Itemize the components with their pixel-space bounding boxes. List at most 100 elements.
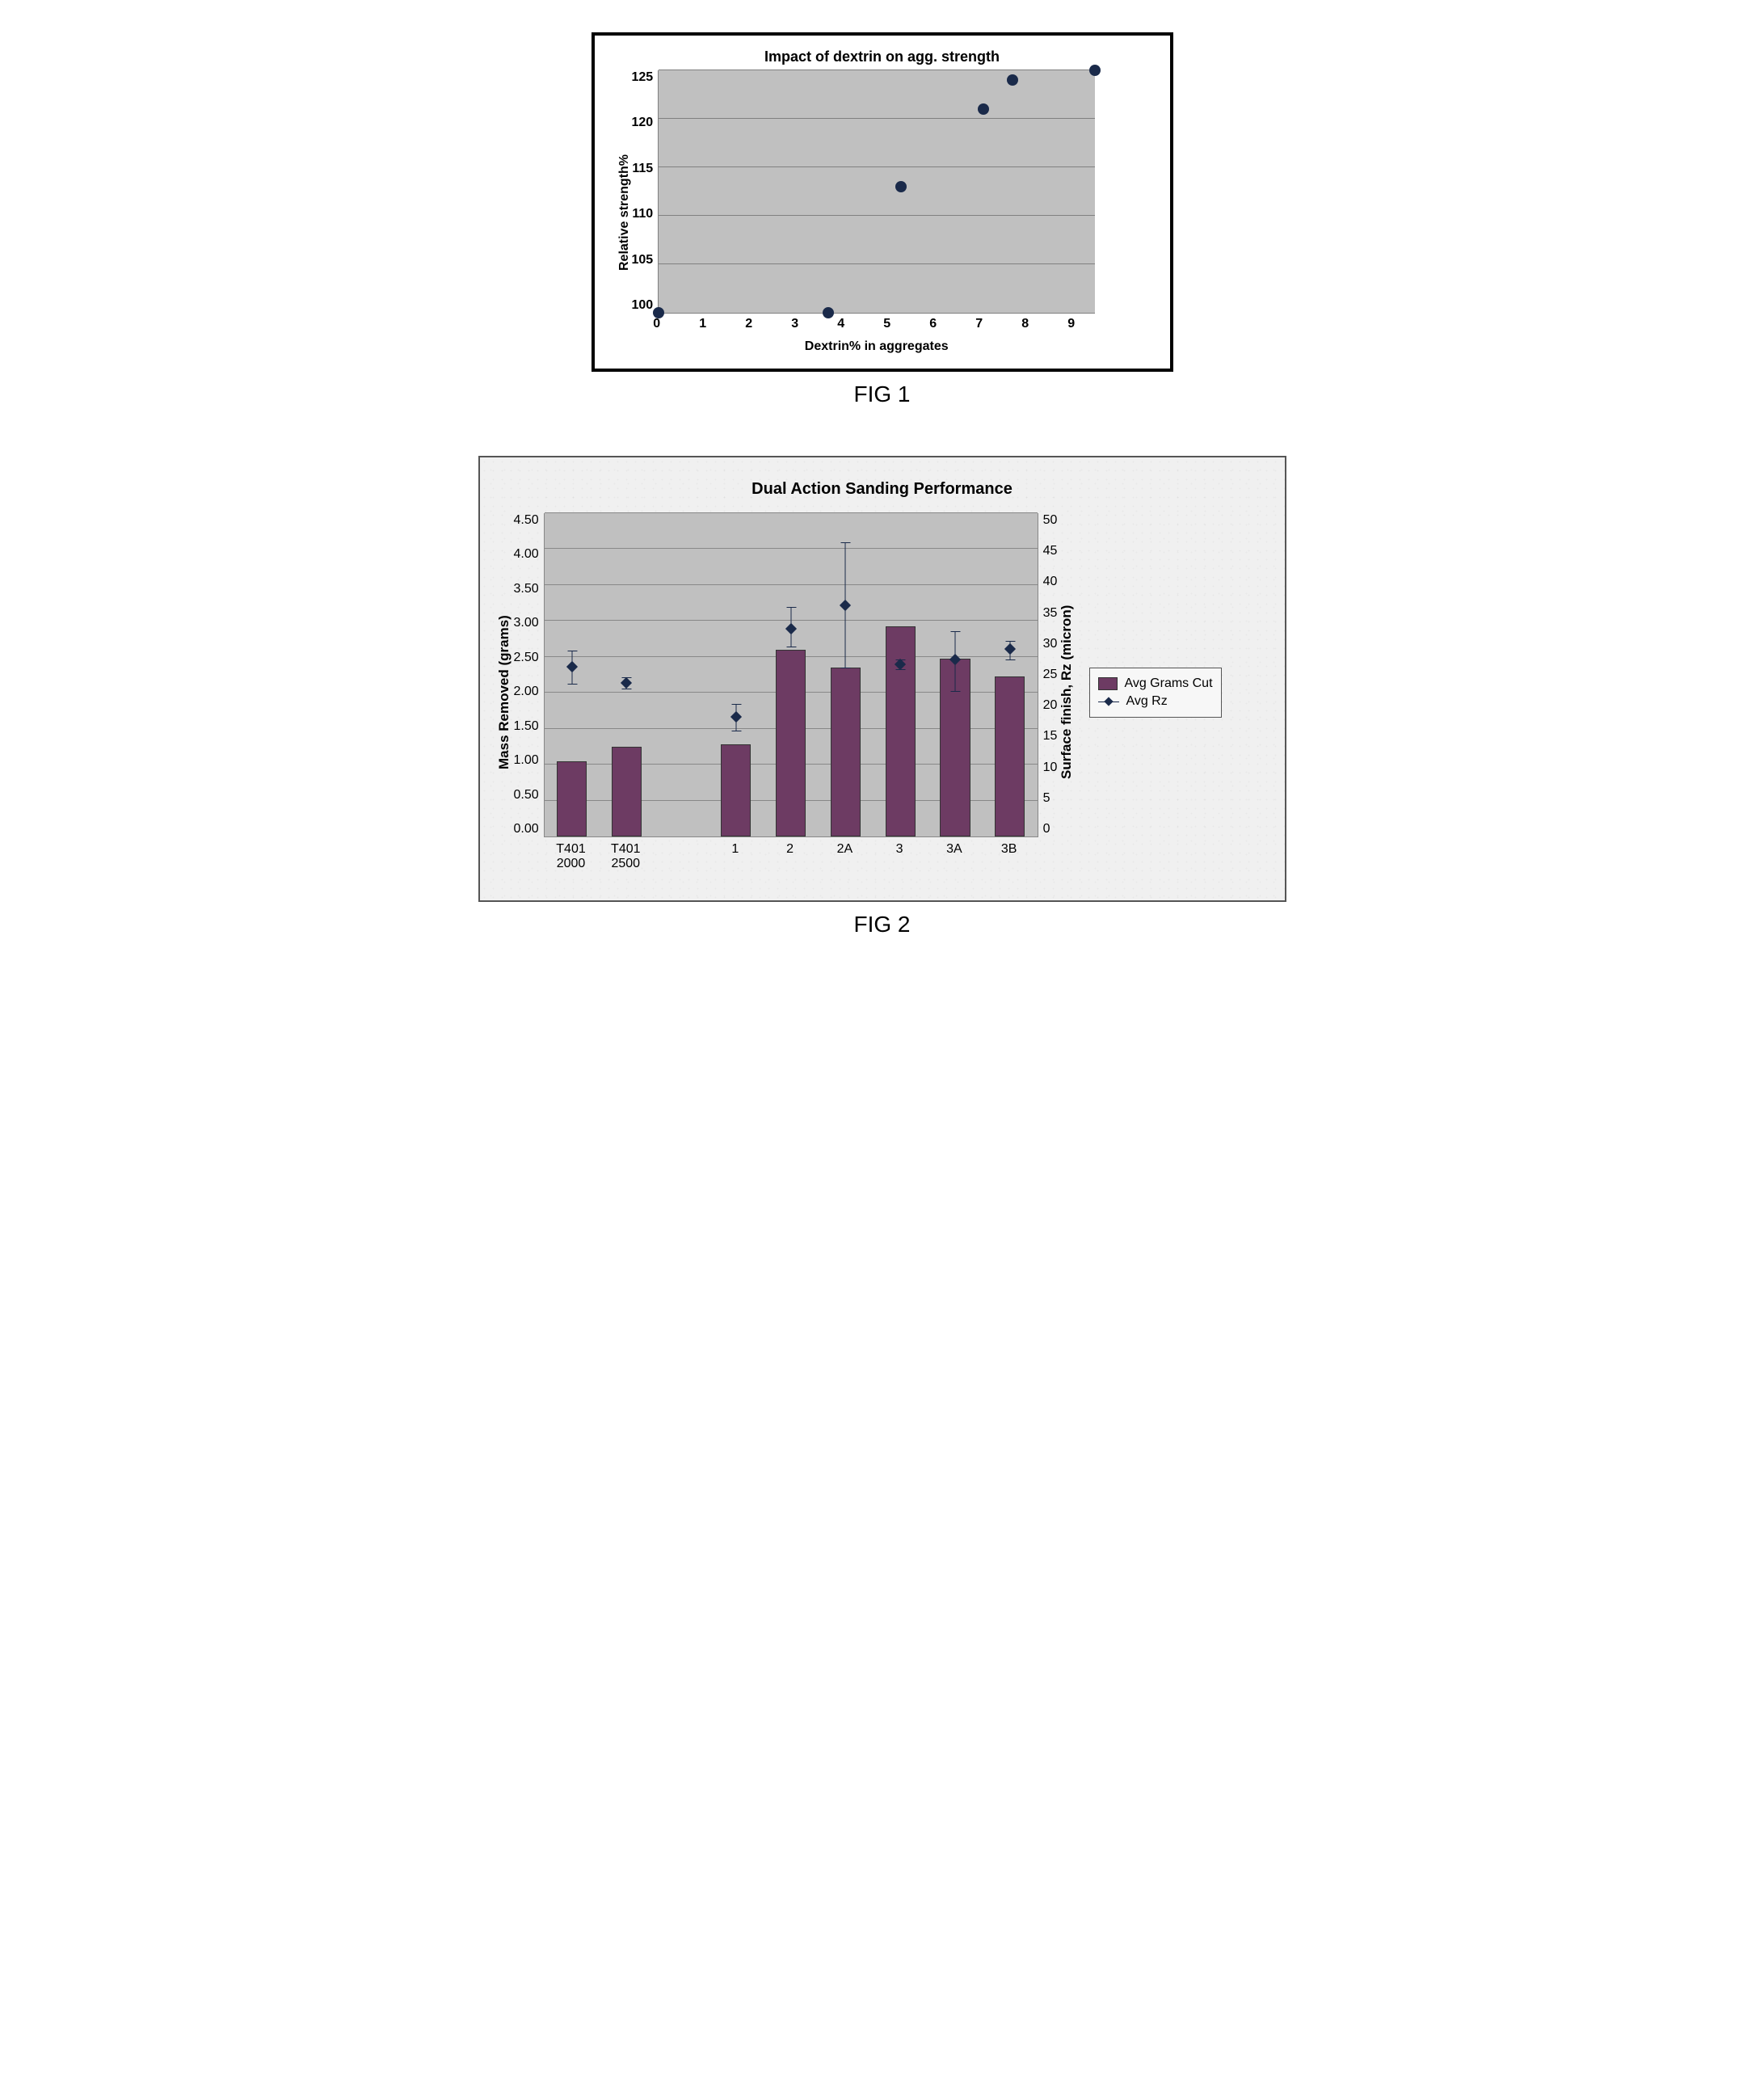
fig2-bar	[612, 747, 642, 836]
fig2-ytick-right: 10	[1043, 761, 1058, 775]
fig2-marker	[566, 661, 577, 672]
fig2-xtick: 2	[763, 842, 818, 871]
fig2-xtick	[653, 842, 708, 871]
fig1-gridline	[659, 215, 1095, 216]
fig2-ylabel-left: Mass Removed (grams)	[495, 513, 514, 871]
fig1-xtick: 7	[956, 317, 1002, 331]
fig2-xtick: 3B	[982, 842, 1037, 871]
fig2-bar	[776, 650, 806, 836]
fig2-gridline	[545, 548, 1038, 549]
fig2-ytick-right: 35	[1043, 606, 1058, 621]
fig2-frame: Dual Action Sanding Performance Mass Rem…	[478, 456, 1286, 902]
fig2-ytick-right: 20	[1043, 698, 1058, 713]
fig1-xlabel: Dextrin% in aggregates	[658, 339, 1095, 354]
fig2-ytick-left: 2.50	[514, 651, 539, 665]
fig2-ytick-left: 0.50	[514, 788, 539, 803]
fig2-caption: FIG 2	[32, 912, 1732, 937]
fig1-xtick: 0	[634, 317, 680, 331]
fig2-ytick-right: 25	[1043, 668, 1058, 682]
fig2-xtick: 1	[708, 842, 763, 871]
fig2-gridline	[545, 512, 1038, 513]
fig2-ytick-left: 0.00	[514, 822, 539, 836]
fig1-ytick: 110	[632, 207, 653, 221]
fig1-data-point	[1007, 74, 1018, 86]
fig2-bar	[995, 676, 1025, 836]
fig1-ytick: 115	[632, 162, 653, 176]
fig1-xtick: 4	[818, 317, 864, 331]
fig2-marker	[1004, 643, 1016, 655]
fig2-plot-area	[544, 513, 1038, 837]
fig1-caption: FIG 1	[32, 381, 1732, 407]
figure-1: Impact of dextrin on agg. strength Relat…	[32, 32, 1732, 407]
fig2-marker	[621, 677, 632, 689]
fig2-marker	[730, 711, 742, 723]
fig2-ytick-right: 50	[1043, 513, 1058, 528]
fig2-ytick-right: 45	[1043, 544, 1058, 558]
fig2-xtick: T401 2000	[544, 842, 599, 871]
legend-item-marker: Avg Rz	[1098, 694, 1212, 709]
legend-label-bar: Avg Grams Cut	[1124, 676, 1212, 691]
fig1-data-point	[1089, 65, 1101, 76]
fig2-ylabel-right: Surface finish, Rz (micron)	[1057, 513, 1076, 871]
fig1-xtick: 1	[680, 317, 726, 331]
fig2-gridline	[545, 584, 1038, 585]
fig2-ytick-left: 3.00	[514, 616, 539, 630]
fig1-ytick: 105	[632, 253, 654, 268]
fig1-xticks: 0123456789	[658, 317, 1094, 331]
fig1-xtick: 5	[864, 317, 910, 331]
legend-label-marker: Avg Rz	[1126, 694, 1167, 709]
fig1-xtick: 3	[772, 317, 818, 331]
fig1-ylabel: Relative strength%	[614, 70, 632, 354]
fig1-frame: Impact of dextrin on agg. strength Relat…	[592, 32, 1173, 372]
fig1-gridline	[659, 118, 1095, 119]
fig2-bar	[831, 668, 861, 836]
fig1-xtick: 8	[1002, 317, 1048, 331]
fig2-ytick-left: 3.50	[514, 582, 539, 596]
fig2-ytick-left: 1.50	[514, 719, 539, 734]
fig1-xtick: 6	[910, 317, 956, 331]
fig2-ytick-left: 4.50	[514, 513, 539, 528]
fig2-xtick: 3	[872, 842, 927, 871]
fig1-ytick: 100	[632, 298, 654, 313]
fig1-data-point	[653, 307, 664, 318]
fig1-ytick: 125	[632, 70, 654, 85]
fig2-yticks-right: 50454035302520151050	[1038, 513, 1058, 836]
fig2-plot-wrap: T401 2000T401 2500 122A33A3B	[544, 513, 1038, 871]
fig2-ytick-right: 30	[1043, 637, 1058, 651]
fig1-gridline	[659, 166, 1095, 167]
legend-swatch-bar-icon	[1098, 677, 1118, 690]
figure-2: Dual Action Sanding Performance Mass Rem…	[32, 456, 1732, 937]
legend-item-bar: Avg Grams Cut	[1098, 676, 1212, 691]
fig1-title: Impact of dextrin on agg. strength	[614, 48, 1151, 65]
fig1-data-point	[895, 181, 907, 192]
fig1-data-point	[823, 307, 834, 318]
fig2-ytick-right: 15	[1043, 729, 1058, 744]
fig2-xtick: T401 2500	[598, 842, 653, 871]
fig1-xtick: 9	[1048, 317, 1094, 331]
fig2-bar	[557, 761, 587, 836]
fig2-ytick-right: 5	[1043, 791, 1050, 806]
fig2-marker	[840, 600, 851, 611]
fig2-xticks: T401 2000T401 2500 122A33A3B	[544, 842, 1037, 871]
fig2-xtick: 3A	[927, 842, 982, 871]
fig1-chart: Relative strength% 125120115110105100 01…	[614, 70, 1151, 354]
fig1-gridline	[659, 263, 1095, 264]
fig1-xtick: 2	[726, 317, 772, 331]
fig1-data-point	[978, 103, 989, 115]
fig2-xtick: 2A	[817, 842, 872, 871]
fig2-ytick-left: 4.00	[514, 547, 539, 562]
fig2-yticks-left: 4.50 4.00 3.50 3.00 2.50 2.00 1.50 1.00 0.50 0.00	[514, 513, 544, 836]
fig1-yticks: 125 120 115 110 105 100	[632, 70, 659, 313]
fig2-chart: Mass Removed (grams) 4.50 4.00 3.50 3.00 2.5…	[495, 513, 1270, 871]
fig2-title: Dual Action Sanding Performance	[495, 480, 1270, 499]
legend-swatch-diamond-icon	[1098, 696, 1119, 707]
fig2-ytick-left: 1.00	[514, 753, 539, 768]
fig2-ytick-left: 2.00	[514, 685, 539, 699]
fig2-marker	[785, 623, 797, 634]
fig1-ytick: 120	[632, 116, 654, 130]
fig2-ytick-right: 0	[1043, 822, 1050, 836]
fig1-plot-wrap: 0123456789 Dextrin% in aggregates	[658, 70, 1095, 354]
fig2-bar	[721, 744, 751, 836]
fig2-legend: Avg Grams Cut Avg Rz	[1089, 668, 1221, 718]
fig2-ytick-right: 40	[1043, 575, 1058, 589]
